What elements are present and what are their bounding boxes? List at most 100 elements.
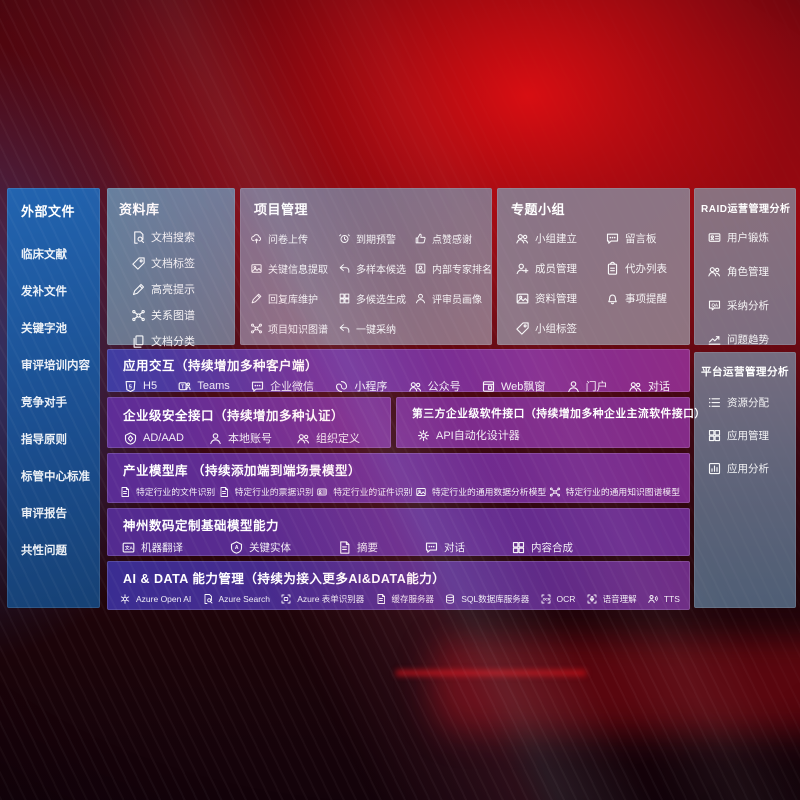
model-item: 特定行业的通用数据分析模型 (415, 485, 546, 498)
industry-models-row: 产业模型库 （持续添加端到端场景模型） 特定行业的文件识别 特定行业的票据识别 特定… (107, 453, 690, 503)
item-label: 采纳分析 (727, 300, 769, 312)
item-label: 应用管理 (727, 430, 769, 442)
client-item: 门户 (566, 378, 608, 394)
multi-generate-icon (338, 292, 351, 305)
message-board-icon (605, 231, 620, 246)
row-title: 神州数码定制基础模型能力 (123, 519, 280, 533)
expert-rank-icon (414, 262, 427, 275)
document-search-icon (131, 230, 146, 245)
item-label: H5 (143, 380, 158, 392)
org-define-icon (296, 431, 311, 446)
issue-trend-icon (707, 332, 722, 347)
item-label: SQL数据库服务器 (461, 594, 530, 604)
security-interface-row: 企业级安全接口（持续增加多种认证） AD/AAD 本地账号 组织定义 (107, 397, 391, 448)
raid-ops-panel: RAID运营管理分析 用户锻炼 角色管理 采纳分析 问题趋势 (694, 188, 796, 347)
api-designer-icon (416, 428, 431, 443)
item-label: 内容合成 (531, 542, 573, 554)
cache-server-icon (375, 593, 387, 605)
group-create-icon (515, 231, 530, 246)
project-management-panel: 项目管理 问卷上传 到期预警 点赞感谢 关键信息提取 多样本候选 内部专家排名 回复库维护 多… (240, 188, 492, 345)
item-label: 标管中心标准 (21, 471, 90, 483)
openai-logo-icon (119, 593, 131, 605)
ad-shield-icon (123, 431, 138, 446)
item-label: 成员管理 (535, 263, 577, 275)
project-item: 评审员画像 (414, 291, 488, 306)
group-item: 事项提醒 (605, 291, 690, 306)
item-label: Azure Open AI (136, 594, 192, 604)
client-item: H5 (123, 379, 157, 394)
item-label: 审评培训内容 (21, 360, 90, 372)
raid-item: 角色管理 (707, 264, 796, 279)
row-title: 企业级安全接口（持续增加多种认证） (123, 409, 345, 423)
item-label: 机器翻译 (141, 542, 183, 554)
topic-groups-panel: 专题小组 小组建立 留言板 成员管理 代办列表 资料管理 事项提醒 小组标签 (497, 188, 690, 345)
item-label: 指导原则 (21, 434, 67, 446)
item-label: 应用分析 (727, 463, 769, 475)
reminder-bell-icon (605, 291, 620, 306)
item-label: 小组建立 (535, 233, 577, 245)
item-label: 企业微信 (270, 381, 315, 393)
content-compose-icon (511, 540, 526, 555)
thumbs-up-icon (414, 232, 427, 245)
panel-title: 平台运营管理分析 (701, 366, 789, 378)
basemodel-list: 机器翻译 关键实体 摘要 对话 内容合成 (107, 540, 690, 555)
library-item: 高亮提示 (131, 281, 235, 297)
dialog-users-icon (628, 379, 643, 394)
project-grid: 问卷上传 到期预警 点赞感谢 关键信息提取 多样本候选 内部专家排名 回复库维护 多候选生成 评… (250, 231, 492, 336)
item-label: AD/AAD (143, 432, 184, 444)
wecom-chat-icon (250, 379, 265, 394)
library-item: 关系图谱 (131, 307, 235, 323)
row-title: AI & DATA 能力管理（持续为接入更多AI&DATA能力） (123, 572, 446, 586)
thirdparty-interface-row: 第三方企业级软件接口（持续增加多种企业主流软件接口） API自动化设计器 (396, 397, 705, 448)
item-label: 评审员画像 (432, 295, 482, 306)
todo-list-icon (605, 261, 620, 276)
external-file-item: 竞争对手 (21, 394, 100, 410)
group-item: 小组标签 (515, 321, 605, 336)
item-label: 项目知识图谱 (268, 325, 328, 336)
project-item: 一键采纳 (338, 321, 414, 336)
item-label: 共性问题 (21, 545, 67, 557)
item-label: 竞争对手 (21, 397, 67, 409)
panel-title: 资料库 (119, 202, 160, 217)
item-label: 特定行业的通用知识图谱模型 (565, 487, 680, 497)
capability-item: 对话 (424, 540, 465, 555)
tts-voice-icon (647, 593, 659, 605)
row-title: 产业模型库 （持续添加端到端场景模型） (123, 464, 361, 478)
auth-item: 本地账号 (208, 430, 272, 446)
panel-title: RAID运营管理分析 (701, 204, 791, 215)
thirdparty-list: API自动化设计器 (396, 427, 690, 443)
model-item: 特定行业的通用知识图谱模型 (549, 485, 680, 498)
client-item: Web飘窗 (481, 378, 545, 394)
capability-item: 摘要 (337, 540, 378, 555)
document-tag-icon (131, 256, 146, 271)
alarm-warning-icon (338, 232, 351, 245)
external-files-list: 临床文献 发补文件 关键字池 审评培训内容 竞争对手 指导原则 标管中心标准 审评报告 共性问题 (7, 246, 100, 558)
external-file-item: 共性问题 (21, 542, 100, 558)
app-interaction-row: 应用交互（持续增加多种客户端） H5 Teams 企业微信 小程序 公众号 Web飘窗 门户… (107, 349, 690, 394)
machine-translate-icon (121, 540, 136, 555)
item-label: 对话 (647, 381, 670, 393)
item-label: 多候选生成 (356, 295, 406, 306)
app-manage-icon (707, 428, 722, 443)
service-item: TTS (647, 593, 680, 605)
service-item: 缓存服务器 (375, 593, 434, 605)
screen-reflection-streak (396, 670, 586, 676)
file-recognize-icon (119, 486, 131, 498)
group-tag-icon (515, 321, 530, 336)
dialog-chat-icon (424, 540, 439, 555)
portal-user-icon (566, 379, 581, 394)
base-model-row: 神州数码定制基础模型能力 机器翻译 关键实体 摘要 对话 内容合成 (107, 508, 690, 556)
app-analysis-icon (707, 461, 722, 476)
groups-grid: 小组建立 留言板 成员管理 代办列表 资料管理 事项提醒 小组标签 (515, 231, 690, 336)
panel-title: 外部文件 (21, 204, 76, 219)
group-item: 小组建立 (515, 231, 605, 246)
ai-data-row: AI & DATA 能力管理（持续为接入更多AI&DATA能力） Azure O… (107, 561, 690, 610)
panel-title: 专题小组 (511, 202, 566, 217)
industry-list: 特定行业的文件识别 特定行业的票据识别 特定行业的证件识别 特定行业的通用数据分析模型… (107, 485, 690, 498)
item-label: 文档分类 (151, 336, 195, 348)
item-label: 关键信息提取 (268, 265, 328, 276)
item-label: 发补文件 (21, 286, 67, 298)
adopt-analysis-icon (707, 298, 722, 313)
highlight-pen-icon (131, 282, 146, 297)
